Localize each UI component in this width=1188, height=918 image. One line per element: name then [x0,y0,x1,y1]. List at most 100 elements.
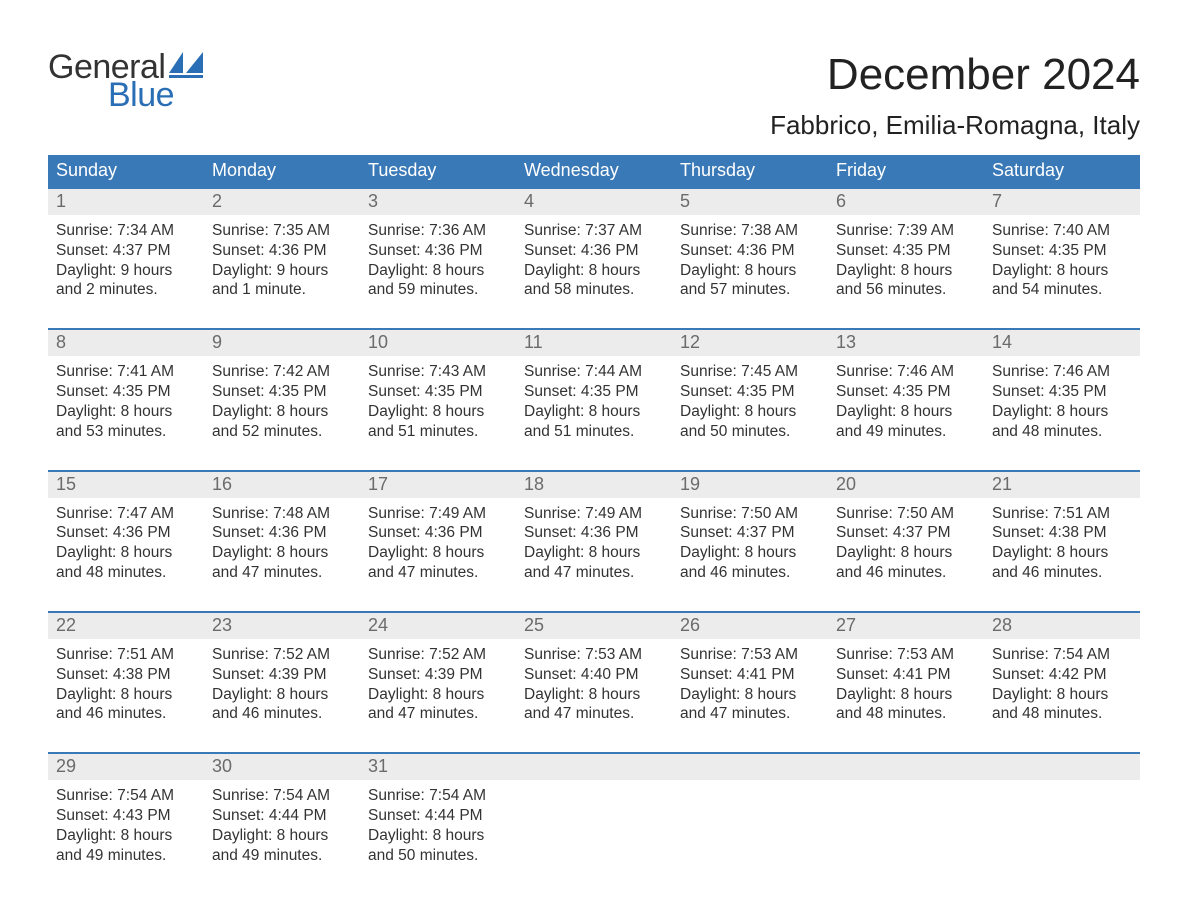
calendar-cell: Sunrise: 7:51 AMSunset: 4:38 PMDaylight:… [48,639,204,728]
calendar-cell: Sunrise: 7:37 AMSunset: 4:36 PMDaylight:… [516,215,672,304]
sunset-line: Sunset: 4:36 PM [212,523,352,543]
sunrise-line: Sunrise: 7:51 AM [992,504,1132,524]
sunrise-line: Sunrise: 7:42 AM [212,362,352,382]
sunrise-line: Sunrise: 7:36 AM [368,221,508,241]
sunrise-line: Sunrise: 7:35 AM [212,221,352,241]
daylight-line: Daylight: 8 hours and 47 minutes. [368,685,508,725]
daylight-line: Daylight: 8 hours and 51 minutes. [368,402,508,442]
day-number-row: 1234567 [48,189,1140,215]
dow-friday: Friday [828,155,984,187]
day-number: 8 [48,330,204,356]
sunrise-line: Sunrise: 7:39 AM [836,221,976,241]
dow-monday: Monday [204,155,360,187]
calendar-cell: Sunrise: 7:48 AMSunset: 4:36 PMDaylight:… [204,498,360,587]
day-number: 22 [48,613,204,639]
day-number: 21 [984,472,1140,498]
daylight-line: Daylight: 8 hours and 53 minutes. [56,402,196,442]
calendar-cell: Sunrise: 7:46 AMSunset: 4:35 PMDaylight:… [828,356,984,445]
sunset-line: Sunset: 4:37 PM [56,241,196,261]
day-number: 23 [204,613,360,639]
daylight-line: Daylight: 9 hours and 1 minute. [212,261,352,301]
sunset-line: Sunset: 4:37 PM [680,523,820,543]
calendar-week: 15161718192021Sunrise: 7:47 AMSunset: 4:… [48,470,1140,587]
calendar-week: 891011121314Sunrise: 7:41 AMSunset: 4:35… [48,328,1140,445]
calendar-cell: Sunrise: 7:38 AMSunset: 4:36 PMDaylight:… [672,215,828,304]
sunrise-line: Sunrise: 7:44 AM [524,362,664,382]
day-number-row: 293031 [48,754,1140,780]
day-number: 24 [360,613,516,639]
calendar-cell: Sunrise: 7:54 AMSunset: 4:44 PMDaylight:… [360,780,516,869]
daylight-line: Daylight: 8 hours and 54 minutes. [992,261,1132,301]
title-block: December 2024 Fabbrico, Emilia-Romagna, … [770,50,1140,141]
day-number: 26 [672,613,828,639]
sunset-line: Sunset: 4:36 PM [368,523,508,543]
sunset-line: Sunset: 4:36 PM [680,241,820,261]
day-number: 16 [204,472,360,498]
sunrise-line: Sunrise: 7:54 AM [992,645,1132,665]
calendar-week: 1234567Sunrise: 7:34 AMSunset: 4:37 PMDa… [48,187,1140,304]
calendar-cell: Sunrise: 7:52 AMSunset: 4:39 PMDaylight:… [204,639,360,728]
daylight-line: Daylight: 8 hours and 51 minutes. [524,402,664,442]
day-number-row: 891011121314 [48,330,1140,356]
day-number: 17 [360,472,516,498]
sunset-line: Sunset: 4:35 PM [212,382,352,402]
calendar-cell: Sunrise: 7:50 AMSunset: 4:37 PMDaylight:… [672,498,828,587]
calendar-cell: Sunrise: 7:47 AMSunset: 4:36 PMDaylight:… [48,498,204,587]
calendar-cell: Sunrise: 7:41 AMSunset: 4:35 PMDaylight:… [48,356,204,445]
sunset-line: Sunset: 4:36 PM [56,523,196,543]
sunset-line: Sunset: 4:41 PM [836,665,976,685]
sunset-line: Sunset: 4:39 PM [368,665,508,685]
daylight-line: Daylight: 8 hours and 57 minutes. [680,261,820,301]
calendar-cell [828,780,984,869]
day-number: 2 [204,189,360,215]
sunset-line: Sunset: 4:44 PM [368,806,508,826]
sunset-line: Sunset: 4:38 PM [992,523,1132,543]
sunset-line: Sunset: 4:36 PM [524,241,664,261]
sunrise-line: Sunrise: 7:46 AM [992,362,1132,382]
sunset-line: Sunset: 4:43 PM [56,806,196,826]
day-number: 27 [828,613,984,639]
day-number: 19 [672,472,828,498]
daylight-line: Daylight: 8 hours and 59 minutes. [368,261,508,301]
calendar-cell: Sunrise: 7:39 AMSunset: 4:35 PMDaylight:… [828,215,984,304]
calendar-cell: Sunrise: 7:35 AMSunset: 4:36 PMDaylight:… [204,215,360,304]
sunset-line: Sunset: 4:35 PM [836,241,976,261]
calendar-cell: Sunrise: 7:45 AMSunset: 4:35 PMDaylight:… [672,356,828,445]
day-number [828,754,984,780]
calendar-cell: Sunrise: 7:46 AMSunset: 4:35 PMDaylight:… [984,356,1140,445]
sunrise-line: Sunrise: 7:46 AM [836,362,976,382]
sunset-line: Sunset: 4:35 PM [992,382,1132,402]
daylight-line: Daylight: 8 hours and 48 minutes. [992,685,1132,725]
day-number: 1 [48,189,204,215]
calendar-cell: Sunrise: 7:49 AMSunset: 4:36 PMDaylight:… [516,498,672,587]
sunrise-line: Sunrise: 7:47 AM [56,504,196,524]
daylight-line: Daylight: 8 hours and 50 minutes. [680,402,820,442]
sunrise-line: Sunrise: 7:49 AM [524,504,664,524]
calendar-cell: Sunrise: 7:42 AMSunset: 4:35 PMDaylight:… [204,356,360,445]
sunset-line: Sunset: 4:35 PM [680,382,820,402]
calendar-cell: Sunrise: 7:54 AMSunset: 4:44 PMDaylight:… [204,780,360,869]
day-number-row: 22232425262728 [48,613,1140,639]
daylight-line: Daylight: 8 hours and 48 minutes. [992,402,1132,442]
daylight-line: Daylight: 8 hours and 56 minutes. [836,261,976,301]
daylight-line: Daylight: 8 hours and 48 minutes. [56,543,196,583]
day-number: 28 [984,613,1140,639]
sunset-line: Sunset: 4:42 PM [992,665,1132,685]
day-number: 25 [516,613,672,639]
dow-sunday: Sunday [48,155,204,187]
daylight-line: Daylight: 8 hours and 48 minutes. [836,685,976,725]
sunrise-line: Sunrise: 7:52 AM [368,645,508,665]
sunrise-line: Sunrise: 7:50 AM [680,504,820,524]
day-number: 18 [516,472,672,498]
calendar-cell: Sunrise: 7:36 AMSunset: 4:36 PMDaylight:… [360,215,516,304]
day-number: 29 [48,754,204,780]
sunrise-line: Sunrise: 7:49 AM [368,504,508,524]
calendar-cell [516,780,672,869]
day-number-row: 15161718192021 [48,472,1140,498]
calendar-cell: Sunrise: 7:50 AMSunset: 4:37 PMDaylight:… [828,498,984,587]
day-number: 10 [360,330,516,356]
header: General Blue December 2024 Fabbrico, Emi… [48,50,1140,141]
calendar-cell: Sunrise: 7:49 AMSunset: 4:36 PMDaylight:… [360,498,516,587]
sail-icon [169,52,203,78]
daylight-line: Daylight: 8 hours and 47 minutes. [524,543,664,583]
